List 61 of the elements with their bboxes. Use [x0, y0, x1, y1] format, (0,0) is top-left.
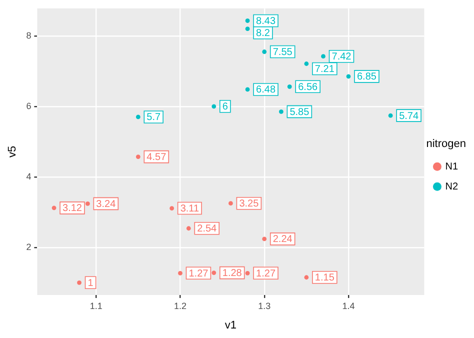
point — [346, 74, 351, 79]
point — [228, 201, 233, 206]
data-label: 4.57 — [146, 152, 167, 164]
y-tick-label: 8 — [26, 30, 32, 40]
legend-label: N2 — [445, 181, 458, 192]
data-label: 2.24 — [272, 234, 293, 246]
data-label: 6.85 — [356, 72, 377, 83]
data-label: 7.42 — [332, 52, 352, 63]
point — [212, 270, 216, 275]
point — [186, 226, 191, 231]
data-label: 3.24 — [96, 198, 116, 210]
data-label: 3.25 — [239, 198, 260, 210]
point — [262, 50, 267, 54]
legend-label: N1 — [445, 161, 458, 172]
point — [170, 206, 174, 210]
data-label: 5.74 — [399, 110, 419, 122]
data-label: 6.48 — [256, 84, 276, 96]
point — [304, 62, 309, 66]
point — [178, 270, 182, 276]
point — [136, 154, 140, 160]
point — [77, 280, 82, 285]
data-label: 6.56 — [298, 82, 318, 93]
data-label: 2.54 — [197, 224, 218, 235]
data-label: 1 — [88, 278, 94, 289]
point — [245, 87, 250, 92]
point — [388, 113, 393, 118]
y-tick-label: 4 — [26, 171, 32, 182]
point — [287, 84, 292, 89]
legend-title: nitrogen — [426, 138, 466, 150]
data-label: 5.85 — [290, 106, 310, 118]
x-tick-label: 1.2 — [174, 300, 186, 311]
x-axis-title: v1 — [224, 319, 237, 332]
y-axis-title: v5 — [6, 146, 19, 158]
x-tick-label: 1.4 — [342, 300, 355, 311]
data-label: 8.2 — [256, 28, 270, 40]
data-label: 6 — [222, 102, 228, 113]
point — [245, 270, 250, 276]
data-label: 1.28 — [222, 268, 242, 280]
point — [321, 54, 326, 59]
data-label: 3.11 — [180, 204, 200, 215]
point — [52, 206, 56, 210]
point — [245, 18, 250, 23]
data-label: 5.7 — [146, 112, 162, 124]
point — [85, 201, 90, 206]
point — [304, 275, 309, 280]
y-tick-label: 6 — [26, 100, 32, 111]
data-label: 1.27 — [256, 268, 276, 280]
y-tick-label: 2 — [26, 242, 32, 252]
point — [245, 26, 250, 32]
data-label: 3.12 — [62, 203, 82, 214]
point — [212, 104, 216, 109]
data-label: 7.21 — [314, 64, 335, 75]
data-label: 1.27 — [188, 268, 209, 280]
data-label: 8.43 — [256, 16, 276, 27]
point — [278, 109, 284, 114]
x-tick-label: 1.3 — [258, 300, 271, 311]
data-label: 1.15 — [314, 272, 335, 284]
point — [262, 236, 267, 242]
point — [136, 114, 140, 120]
data-label: 7.55 — [272, 47, 293, 58]
x-tick-label: 1.1 — [90, 300, 102, 311]
